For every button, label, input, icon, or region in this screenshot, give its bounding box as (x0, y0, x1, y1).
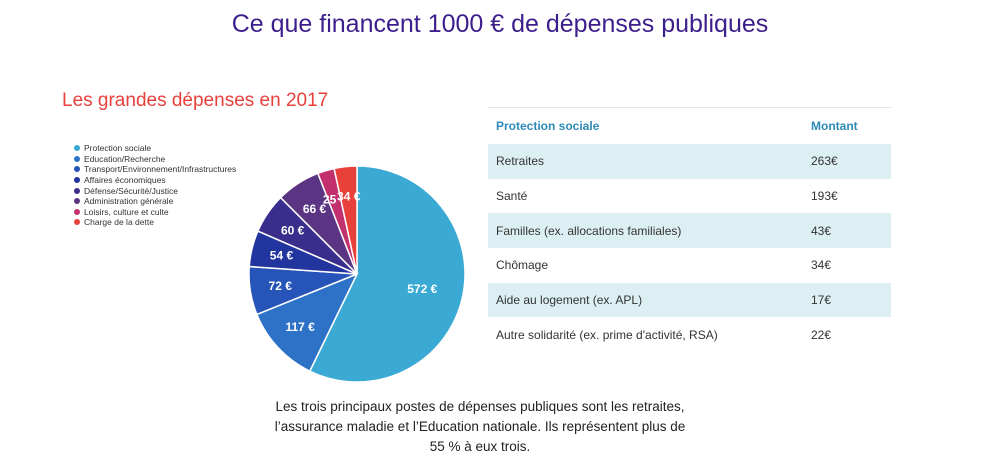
legend-item: Charge de la dette (74, 217, 236, 228)
table-cell-amount: 193€ (811, 189, 838, 204)
legend-label: Affaires économiques (84, 175, 166, 186)
pie-data-label: 117 € (285, 320, 315, 334)
table-cell-amount: 17€ (803, 282, 891, 318)
legend-swatch (74, 177, 80, 184)
chart-caption: Les trois principaux postes de dépenses … (274, 399, 686, 454)
table-cell-amount: 22€ (811, 327, 832, 342)
table-cell-amount: 43€ (803, 213, 891, 249)
pie-chart: 572 €117 €72 €54 €60 €66 €25 €34 € (248, 165, 466, 383)
legend-item: Transport/Environnement/Infrastructures (74, 164, 236, 175)
pie-slice (255, 272, 359, 373)
pie-data-label: 66 € (303, 202, 327, 216)
table-header-category: Protection sociale (488, 107, 803, 144)
pie-data-label: 54 € (270, 249, 294, 263)
table-row: Retraites 263€ (488, 144, 891, 179)
pie-slice (308, 165, 466, 383)
table-cell-amount: 34€ (811, 258, 832, 273)
table-cell-amount: 263€ (803, 144, 891, 179)
legend-swatch (74, 155, 80, 162)
page-title: Ce que financent 1000 € de dépenses publ… (231, 10, 769, 38)
legend-swatch (74, 166, 80, 173)
legend-item: Affaires économiques (74, 175, 236, 186)
legend-item: Protection sociale (74, 143, 236, 154)
legend-label: Transport/Environnement/Infrastructures (84, 164, 237, 175)
legend-item: Administration générale (74, 196, 236, 207)
table-cell-category: Chômage (496, 258, 549, 273)
legend-label: Administration générale (84, 196, 174, 207)
table-cell-category: Autre solidarité (ex. prime d'activité, … (496, 327, 718, 342)
table-header-amount: Montant (803, 107, 891, 144)
legend-item: Loisirs, culture et culte (74, 207, 236, 218)
legend-swatch (74, 198, 80, 205)
table-cell-category: Retraites (488, 144, 803, 179)
table-row: Santé 193€ (488, 179, 891, 214)
legend-label: Défense/Sécurité/Justice (84, 185, 179, 196)
pie-data-label: 34 € (337, 190, 361, 204)
legend-item: Education/Recherche (74, 154, 236, 165)
legend-label: Loisirs, culture et culte (84, 206, 169, 217)
legend-label: Education/Recherche (84, 153, 166, 164)
chart-legend: Protection sociale Education/Recherche Tra… (74, 143, 236, 228)
legend-label: Charge de la dette (84, 217, 154, 228)
legend-swatch (74, 208, 80, 215)
table-row: Familles (ex. allocations familiales) 43€ (488, 213, 891, 249)
table-header-row: Protection sociale Montant (488, 107, 891, 144)
legend-swatch (74, 219, 80, 226)
table-cell-category: Aide au logement (ex. APL) (488, 282, 803, 318)
chart-title: Les grandes dépenses en 2017 (62, 90, 329, 111)
legend-item: Défense/Sécurité/Justice (74, 185, 236, 196)
table-cell-category: Familles (ex. allocations familiales) (488, 213, 803, 249)
legend-swatch (74, 145, 80, 152)
pie-data-label: 60 € (281, 223, 305, 237)
table-cell-category: Santé (496, 189, 528, 204)
legend-label: Protection sociale (84, 143, 152, 154)
table-row: Autre solidarité (ex. prime d'activité, … (488, 317, 891, 352)
spending-table: Protection sociale Montant Retraites 263€… (488, 107, 891, 352)
table-row: Chômage 34€ (488, 248, 891, 283)
legend-swatch (74, 187, 80, 194)
pie-slice (333, 165, 358, 275)
table-row: Aide au logement (ex. APL) 17€ (488, 282, 891, 318)
pie-data-label: 572 € (407, 282, 437, 296)
pie-data-label: 72 € (269, 279, 293, 293)
